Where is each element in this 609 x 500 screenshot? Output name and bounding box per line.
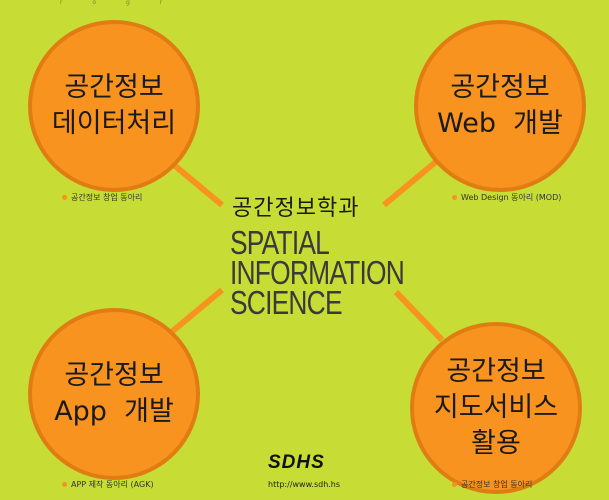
caption-bottom-left: APP 제작 동아리 (AGK) xyxy=(62,479,154,490)
circle-app-dev: 공간정보 App 개발 xyxy=(28,308,200,480)
caption-text: 공간정보 창업 동아리 xyxy=(71,193,143,202)
bullet-icon xyxy=(452,482,457,487)
title-en-line: INFORMATION xyxy=(230,254,405,291)
circle-line: 활용 xyxy=(471,428,521,459)
school-url[interactable]: http://www.sdh.hs xyxy=(268,480,341,489)
school-logo: SDHS xyxy=(268,452,325,473)
circle-line: 공간정보 xyxy=(64,72,164,103)
caption-top-left: 공간정보 창업 동아리 xyxy=(62,192,142,203)
department-title-en: SPATIAL INFORMATION SCIENCE xyxy=(230,224,405,321)
bullet-icon xyxy=(62,195,67,200)
caption-text: Web Design 동아리 (MOD) xyxy=(461,193,562,202)
connector-bottom-left xyxy=(166,287,224,338)
caption-text: 공간정보 창업 동아리 xyxy=(461,480,533,489)
bullet-icon xyxy=(452,195,457,200)
title-en-line: SCIENCE xyxy=(230,284,343,321)
circle-line: 지도서비스 xyxy=(433,392,559,423)
circle-map-service: 공간정보 지도서비스 활용 xyxy=(410,322,582,494)
caption-text: APP 제작 동아리 (AGK) xyxy=(71,480,154,489)
circle-web-dev: 공간정보 Web 개발 xyxy=(414,20,586,192)
caption-bottom-right: 공간정보 창업 동아리 xyxy=(452,479,532,490)
title-en-line: SPATIAL xyxy=(230,224,330,261)
top-strip: r o g r xyxy=(60,0,177,6)
caption-top-right: Web Design 동아리 (MOD) xyxy=(452,192,561,203)
circle-line: App 개발 xyxy=(54,396,174,427)
connector-top-right xyxy=(382,157,440,208)
circle-line: Web 개발 xyxy=(437,108,563,139)
circle-data-processing: 공간정보 데이터처리 xyxy=(28,20,200,192)
circle-line: 공간정보 xyxy=(64,360,164,391)
circle-line: 데이터처리 xyxy=(51,108,177,139)
connector-top-left xyxy=(166,157,224,208)
department-title-ko: 공간정보학과 xyxy=(232,196,360,221)
circle-line: 공간정보 xyxy=(446,356,546,387)
connector-bottom-right xyxy=(393,289,445,343)
bullet-icon xyxy=(62,482,67,487)
circle-line: 공간정보 xyxy=(450,72,550,103)
